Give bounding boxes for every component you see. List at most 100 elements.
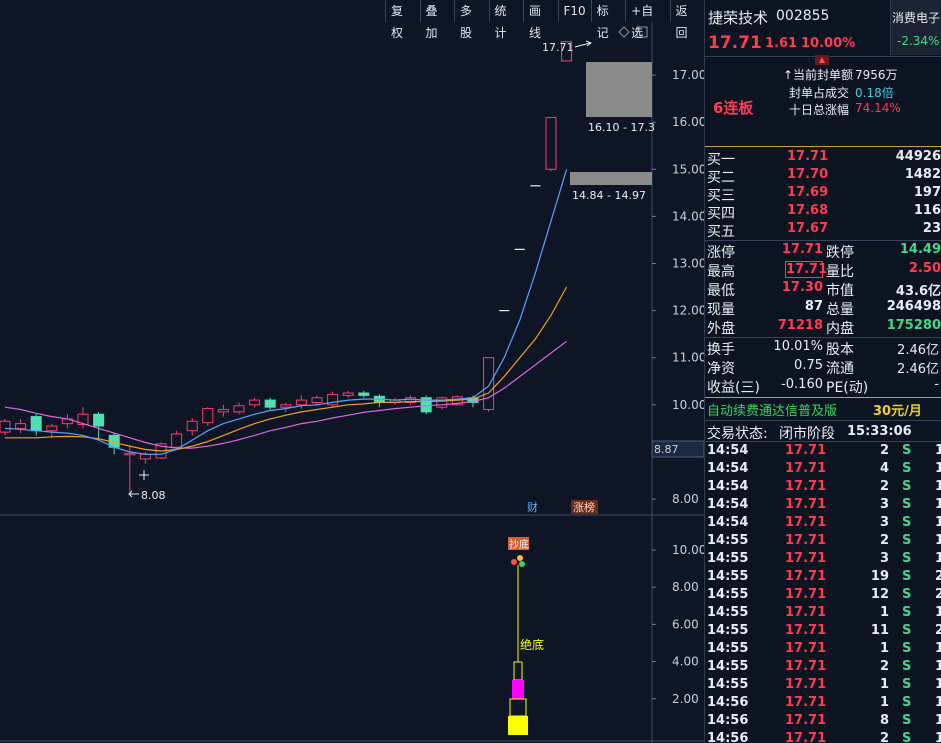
fund-value: 10.01%: [773, 339, 823, 354]
tick-time: 14:56: [707, 695, 749, 710]
badge-zhangbang: 涨榜: [573, 500, 595, 514]
tick-flag: S: [902, 551, 912, 566]
gap-label-1: 16.10 - 17.3: [588, 121, 655, 134]
candle-body: [295, 399, 307, 406]
tick-flag: S: [902, 443, 912, 458]
tick-count: 1: [935, 551, 941, 566]
toolbar-huaxian-button[interactable]: 画线: [523, 0, 558, 40]
sector-name[interactable]: 消费电子: [892, 11, 941, 25]
toolbar-fuquan-button[interactable]: 复权: [385, 0, 420, 40]
tick-count: 1: [935, 659, 941, 674]
stat-label: 最低: [707, 283, 735, 299]
tick-volume: 1: [879, 641, 889, 656]
candle-body: [561, 41, 573, 62]
kline-chart-area[interactable]: 17.00 16.00 15.00 14.00 13.00 12.00 11.00 10.00…: [0, 0, 704, 743]
tick-time: 14:54: [707, 461, 749, 476]
price-tick-label: 10.00: [672, 398, 704, 412]
stat-value: 71218: [777, 318, 823, 333]
stat-value: 87: [804, 299, 823, 314]
trade-status-time: 15:33:06: [847, 424, 912, 439]
toolbar-biaoji-button[interactable]: 标记: [590, 0, 626, 40]
toolbar-duogu-button[interactable]: 多股: [454, 0, 489, 40]
gap-label-2: 14.84 - 14.97: [572, 189, 646, 202]
tick-count: 2: [935, 623, 941, 638]
candle-body: [264, 399, 276, 408]
fund-value: -: [934, 377, 939, 392]
promo-price[interactable]: 30元/月: [873, 404, 922, 419]
ten-day-value: 74.14%: [855, 101, 901, 115]
stat-value: 17.71: [785, 261, 828, 278]
stat-value: 246498: [886, 299, 941, 314]
stat-label: 量比: [826, 264, 854, 280]
tick-price: 17.71: [785, 515, 827, 530]
toolbar-zixuan-button[interactable]: +自选: [625, 0, 669, 40]
fund-value: 0.75: [794, 358, 823, 373]
stat-label: 总量: [826, 302, 854, 318]
tick-volume: 2: [879, 443, 889, 458]
tick-flag: S: [902, 461, 912, 476]
ma-short-line: [4, 169, 568, 455]
candle-body: [202, 408, 214, 424]
quote-panel: 捷荣技术 002855 消费电子 -2.34% 17.71 1.61 10.00% ▲ 6连板 ↑…: [704, 0, 941, 743]
stat-value: 17.71: [781, 242, 823, 257]
tick-time: 14:55: [707, 677, 749, 692]
ind-label: 绝底: [520, 637, 544, 652]
ind-badge-bg: [508, 537, 529, 550]
kline-chart-svg[interactable]: 17.00 16.00 15.00 14.00 13.00 12.00 11.00 10.00…: [0, 0, 704, 743]
ind-bar-outline: [513, 661, 523, 681]
low-label: 8.08: [141, 489, 166, 502]
orderbook-label: 买一: [707, 152, 735, 168]
ind-dot-green: [519, 561, 525, 567]
tick-flag: S: [902, 623, 912, 638]
candle-body: [342, 392, 354, 396]
candle-body: [233, 405, 245, 413]
toolbar-f10-button[interactable]: F10: [557, 0, 591, 22]
toolbar-diejia-button[interactable]: 叠加: [419, 0, 455, 40]
stock-change: 1.61: [765, 36, 798, 51]
orderbook-label: 买二: [707, 170, 735, 186]
ma-mid-line: [5, 286, 568, 452]
orderbook-price: 17.67: [787, 221, 829, 236]
candle-body: [217, 409, 229, 413]
candle-body: [311, 397, 323, 403]
limit-streak: 6连板: [713, 99, 754, 117]
stat-label: 内盘: [826, 321, 854, 337]
sector-box[interactable]: [890, 0, 941, 55]
fund-label: 收益(三): [707, 380, 760, 396]
tick-price: 17.71: [785, 623, 827, 638]
stat-value: 14.49: [899, 242, 941, 257]
candle-body: [405, 397, 417, 403]
stat-value: 17.30: [781, 280, 823, 295]
fund-label: 流通: [826, 361, 854, 377]
tick-flag: S: [902, 479, 912, 494]
ind-dot-red: [511, 559, 517, 565]
ind-tick-label: 2.00: [672, 692, 699, 706]
price-tick-label: 12.00: [672, 304, 704, 318]
seal-ratio-label: 封单占成交: [789, 86, 850, 100]
toolbar-tongji-button[interactable]: 统计: [488, 0, 524, 40]
candle-body: [436, 397, 448, 408]
candle-body: [483, 357, 495, 411]
candle-body: [545, 116, 557, 170]
ind-bar-outline-2: [509, 698, 527, 717]
candle-body: [139, 453, 151, 460]
orderbook-volume: 1482: [904, 167, 941, 182]
badge-zhangbang-bg: [571, 500, 598, 514]
fund-value: -0.160: [781, 377, 823, 392]
toolbar-fanhui-button[interactable]: 返回: [669, 0, 705, 40]
tick-count: 1: [935, 533, 941, 548]
tick-count: 1: [935, 479, 941, 494]
ind-dot-yellow: [517, 555, 523, 561]
candle-body: [186, 420, 198, 432]
ind-tick-label: 6.00: [672, 617, 699, 631]
tick-flag: S: [902, 533, 912, 548]
collapse-chevron-icon[interactable]: ▲: [815, 55, 829, 65]
tick-flag: S: [902, 695, 912, 710]
fund-value: 2.46亿: [897, 343, 939, 358]
promo-text[interactable]: 自动续费通达信普及版: [707, 404, 838, 419]
orderbook-label: 买三: [707, 188, 735, 204]
tick-count: 1: [935, 641, 941, 656]
price-tick-label: 13.00: [672, 257, 704, 271]
tick-price: 17.71: [785, 569, 827, 584]
orderbook-volume: 23: [922, 221, 941, 236]
